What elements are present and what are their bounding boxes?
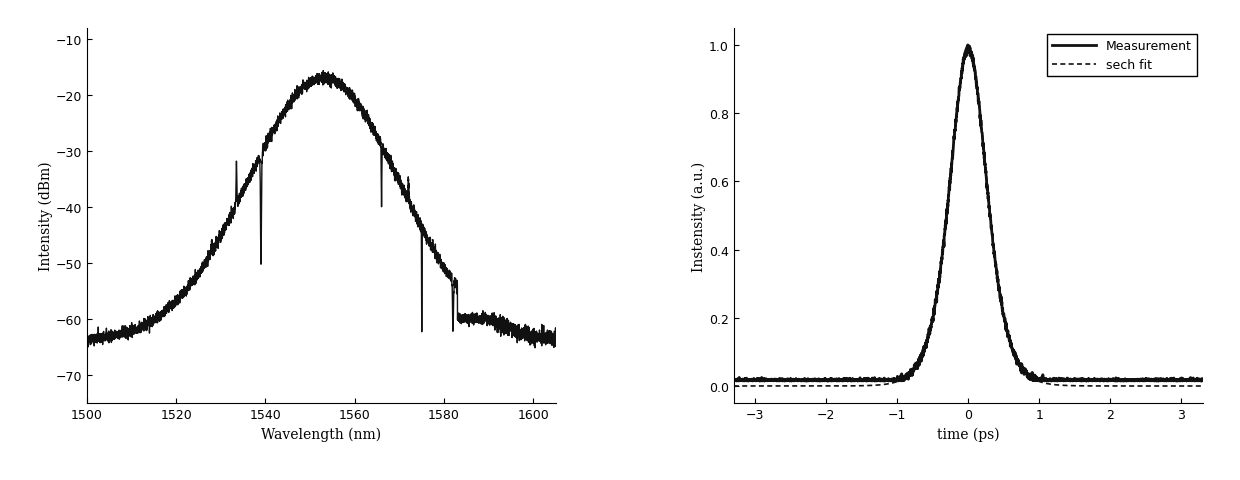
Line: sech fit: sech fit bbox=[734, 46, 1203, 386]
X-axis label: time (ps): time (ps) bbox=[937, 427, 999, 441]
sech fit bbox=[926, 307, 941, 313]
Measurement bbox=[784, 378, 799, 384]
Measurement bbox=[1136, 378, 1151, 384]
sech fit bbox=[906, 367, 921, 372]
Measurement bbox=[1195, 378, 1210, 384]
Y-axis label: Instensity (a.u.): Instensity (a.u.) bbox=[692, 161, 707, 271]
Line: Measurement: Measurement bbox=[734, 46, 1203, 381]
sech fit bbox=[1187, 384, 1202, 389]
sech fit bbox=[1195, 384, 1210, 389]
Measurement bbox=[780, 378, 795, 384]
sech fit bbox=[961, 43, 976, 48]
Measurement bbox=[926, 305, 941, 311]
Measurement bbox=[808, 377, 823, 383]
Measurement bbox=[960, 43, 975, 48]
sech fit bbox=[807, 384, 822, 389]
Measurement bbox=[727, 377, 742, 383]
sech fit bbox=[780, 384, 795, 389]
Legend: Measurement, sech fit: Measurement, sech fit bbox=[1047, 35, 1197, 77]
X-axis label: Wavelength (nm): Wavelength (nm) bbox=[262, 427, 382, 441]
Y-axis label: Intensity (dBm): Intensity (dBm) bbox=[38, 161, 52, 271]
Measurement bbox=[1187, 377, 1202, 383]
Measurement bbox=[906, 366, 921, 372]
sech fit bbox=[727, 384, 742, 389]
sech fit bbox=[1136, 384, 1151, 389]
